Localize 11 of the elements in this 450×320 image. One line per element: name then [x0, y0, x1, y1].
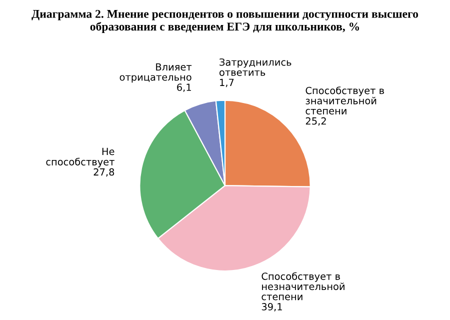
slice-label: Не способствует — [46, 148, 114, 168]
data-label: 27,8 — [94, 168, 114, 177]
chart-title: Диаграмма 2. Мнение респондентов о повышении доступности высшего образования с введением ЕГЭ для школьников, % — [32, 10, 418, 33]
slice-label: Влияет отрицательно — [120, 63, 192, 83]
slice-label: Способствует в незначительной степени — [262, 272, 344, 300]
data-label: 39,1 — [262, 303, 282, 312]
data-label: 25,2 — [306, 117, 326, 126]
data-label: 6,1 — [177, 84, 191, 92]
slice-label: Способствует в значительной степени — [306, 86, 384, 114]
data-label: 1,7 — [220, 78, 234, 88]
slice-label: Затруднились ответить — [220, 58, 292, 76]
